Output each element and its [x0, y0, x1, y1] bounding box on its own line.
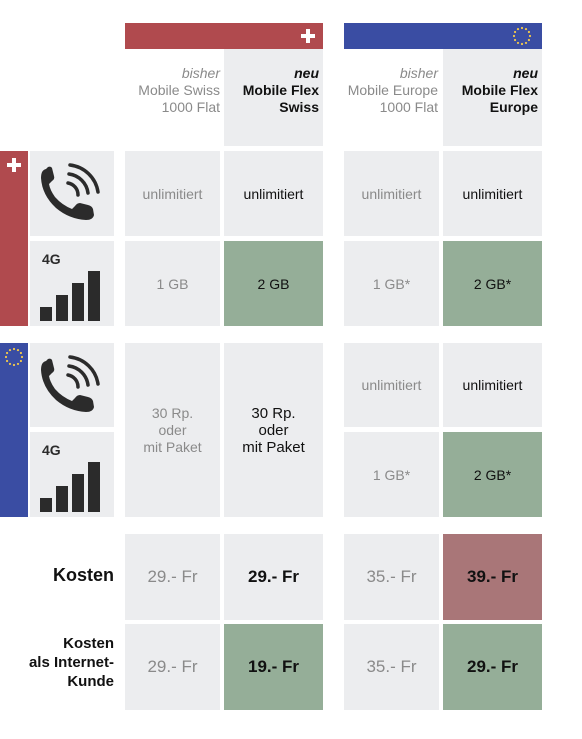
4g-label: 4G	[42, 251, 61, 267]
costs-swiss-new: 29.- Fr	[224, 534, 323, 620]
swiss-calls-europe-old: unlimitiert	[344, 151, 439, 236]
europe-new-header-bg	[443, 49, 542, 146]
eu-star	[527, 30, 531, 34]
costs-internet-label-line2: als Internet-	[28, 654, 114, 671]
eu-star	[5, 359, 9, 363]
europe-swiss-new-merged: 30 Rp. oder mit Paket	[224, 343, 323, 517]
eu-star	[12, 347, 16, 351]
europe-rate-line3: mit Paket	[242, 438, 305, 456]
europe-rate-line1: 30 Rp.	[151, 404, 194, 421]
europe-rate-line2: oder	[258, 421, 289, 439]
eu-star	[527, 38, 531, 42]
europe-data-europe-old: 1 GB*	[344, 432, 439, 517]
costs-internet-swiss-new: 19.- Fr	[224, 624, 323, 710]
eu-side-bar	[0, 343, 28, 517]
costs-internet-swiss-old: 29.- Fr	[125, 624, 220, 710]
plan-tag: bisher	[181, 65, 220, 81]
plan-tag: neu	[294, 65, 319, 81]
eu-star	[5, 351, 9, 355]
eu-star	[16, 348, 20, 352]
eu-star	[524, 27, 528, 31]
phone-icon-cell	[30, 151, 114, 236]
swiss-calls-swiss-new: unlimitiert	[224, 151, 323, 236]
plan-name-line1: Mobile Flex	[242, 82, 319, 98]
costs-internet-europe-old: 35.- Fr	[344, 624, 439, 710]
eu-star	[12, 363, 16, 367]
plan-tag: bisher	[399, 65, 438, 81]
europe-calls-europe-new: unlimitiert	[443, 343, 542, 427]
data-icon-cell: 4G	[30, 432, 114, 517]
plan-header-europe-new: neu Mobile Flex Europe	[443, 57, 538, 116]
europe-rate-line2: oder	[158, 421, 187, 438]
europe-data-europe-new: 2 GB*	[443, 432, 542, 517]
eu-star	[512, 34, 516, 38]
plan-header-europe-old: bisher Mobile Europe 1000 Flat	[334, 57, 438, 116]
eu-star	[516, 27, 520, 31]
eu-star	[516, 41, 520, 45]
eu-star	[19, 359, 23, 363]
plan-tag: neu	[513, 65, 538, 81]
eu-stars-icon	[511, 25, 533, 47]
eu-star	[520, 42, 524, 46]
costs-internet-label: Kosten als Internet- Kunde	[0, 634, 114, 691]
plan-name-line2: Swiss	[279, 99, 319, 115]
costs-europe-new: 39.- Fr	[443, 534, 542, 620]
eu-star	[4, 355, 8, 359]
eu-stars-icon	[3, 346, 25, 368]
eu-star	[513, 38, 517, 42]
costs-internet-europe-new: 29.- Fr	[443, 624, 542, 710]
4g-label: 4G	[42, 442, 61, 458]
eu-star	[520, 26, 524, 30]
data-icon-cell: 4G	[30, 241, 114, 326]
europe-swiss-old-merged: 30 Rp. oder mit Paket	[125, 343, 220, 517]
costs-swiss-old: 29.- Fr	[125, 534, 220, 620]
swiss-new-header-bg	[224, 49, 323, 146]
eu-star	[513, 30, 517, 34]
plan-name-line1: Mobile Flex	[461, 82, 538, 98]
swiss-side-bar	[0, 151, 28, 326]
eu-star	[524, 41, 528, 45]
plan-header-swiss-new: neu Mobile Flex Swiss	[224, 57, 319, 116]
phone-icon-cell	[30, 343, 114, 427]
4g-signal-icon: 4G	[40, 251, 104, 321]
swiss-data-swiss-old: 1 GB	[125, 241, 220, 326]
phone-call-icon	[38, 163, 104, 223]
costs-internet-label-line3: Kunde	[67, 673, 114, 690]
europe-calls-europe-old: unlimitiert	[344, 343, 439, 427]
plan-name-line2: 1000 Flat	[379, 99, 438, 115]
swiss-data-swiss-new: 2 GB	[224, 241, 323, 326]
costs-europe-old: 35.- Fr	[344, 534, 439, 620]
plan-header-swiss-old: bisher Mobile Swiss 1000 Flat	[125, 57, 220, 116]
plan-name-line2: 1000 Flat	[161, 99, 220, 115]
eu-star	[20, 355, 24, 359]
eu-star	[16, 362, 20, 366]
swiss-cross-icon	[5, 156, 23, 174]
eu-star	[528, 34, 532, 38]
swiss-data-europe-new: 2 GB*	[443, 241, 542, 326]
swiss-calls-swiss-old: unlimitiert	[125, 151, 220, 236]
eu-header-bar	[344, 23, 542, 49]
swiss-header-bar	[125, 23, 323, 49]
europe-rate-line3: mit Paket	[143, 438, 202, 455]
phone-call-icon	[38, 355, 104, 415]
plan-name-line2: Europe	[489, 99, 538, 115]
plan-name-line1: Mobile Europe	[347, 82, 438, 98]
swiss-data-europe-old: 1 GB*	[344, 241, 439, 326]
4g-signal-icon: 4G	[40, 442, 104, 512]
costs-internet-label-line1: Kosten	[63, 635, 114, 652]
eu-star	[19, 351, 23, 355]
plan-name-line1: Mobile Swiss	[138, 82, 220, 98]
swiss-cross-icon	[299, 27, 317, 45]
eu-star	[8, 362, 12, 366]
swiss-calls-europe-new: unlimitiert	[443, 151, 542, 236]
eu-star	[8, 348, 12, 352]
costs-label: Kosten	[52, 565, 114, 585]
europe-rate-line1: 30 Rp.	[251, 404, 296, 422]
